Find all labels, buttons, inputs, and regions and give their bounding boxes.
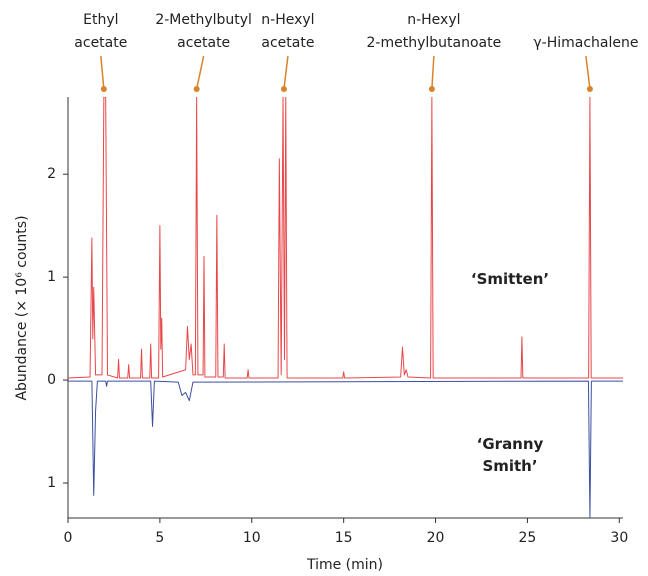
x-tick-label: 5 — [155, 530, 164, 546]
trace — [68, 97, 623, 379]
annotation-text: Ethyl — [83, 12, 118, 28]
y-axis-label: Abundance (× 10⁶ counts) — [14, 215, 30, 400]
annotation-leader — [283, 55, 289, 90]
x-axis-label: Time (min) — [306, 557, 383, 573]
annotation-text: acetate — [177, 35, 230, 51]
y-tick-label: 1 — [47, 269, 56, 285]
x-tick-label: 0 — [64, 530, 73, 546]
annotation-leader — [431, 55, 435, 90]
annotation-dot — [100, 86, 107, 92]
annotation-text: 2-Methylbutyl — [155, 12, 252, 28]
annotation-text: acetate — [74, 35, 127, 51]
x-tick-label: 30 — [610, 530, 628, 546]
annotation-dot — [280, 86, 287, 92]
annotation-text: n-Hexyl — [407, 12, 460, 28]
y-tick-label: 2 — [47, 166, 56, 182]
trace — [68, 380, 623, 518]
annotation-leader — [195, 55, 205, 90]
annotation-text: n-Hexyl — [261, 12, 314, 28]
x-tick-label: 10 — [243, 530, 261, 546]
annotation-leader — [585, 55, 591, 90]
annotation-dot — [193, 86, 200, 92]
annotation-dot — [586, 86, 593, 92]
annotation-leader — [100, 55, 105, 90]
annotation-text: 2-methylbutanoate — [367, 35, 502, 51]
x-tick-label: 25 — [519, 530, 537, 546]
annotation-text: γ-Himachalene — [533, 35, 638, 51]
series-label: ‘Granny Smith’ — [476, 435, 544, 475]
x-tick-label: 20 — [427, 530, 445, 546]
y-tick-label: 1 — [47, 475, 56, 491]
plot-area — [68, 97, 623, 518]
annotation-dot — [428, 86, 435, 92]
annotation-text: acetate — [261, 35, 314, 51]
x-tick-label: 15 — [335, 530, 353, 546]
series-label: ‘Smitten’ — [470, 270, 550, 288]
y-tick-label: 0 — [47, 372, 56, 388]
